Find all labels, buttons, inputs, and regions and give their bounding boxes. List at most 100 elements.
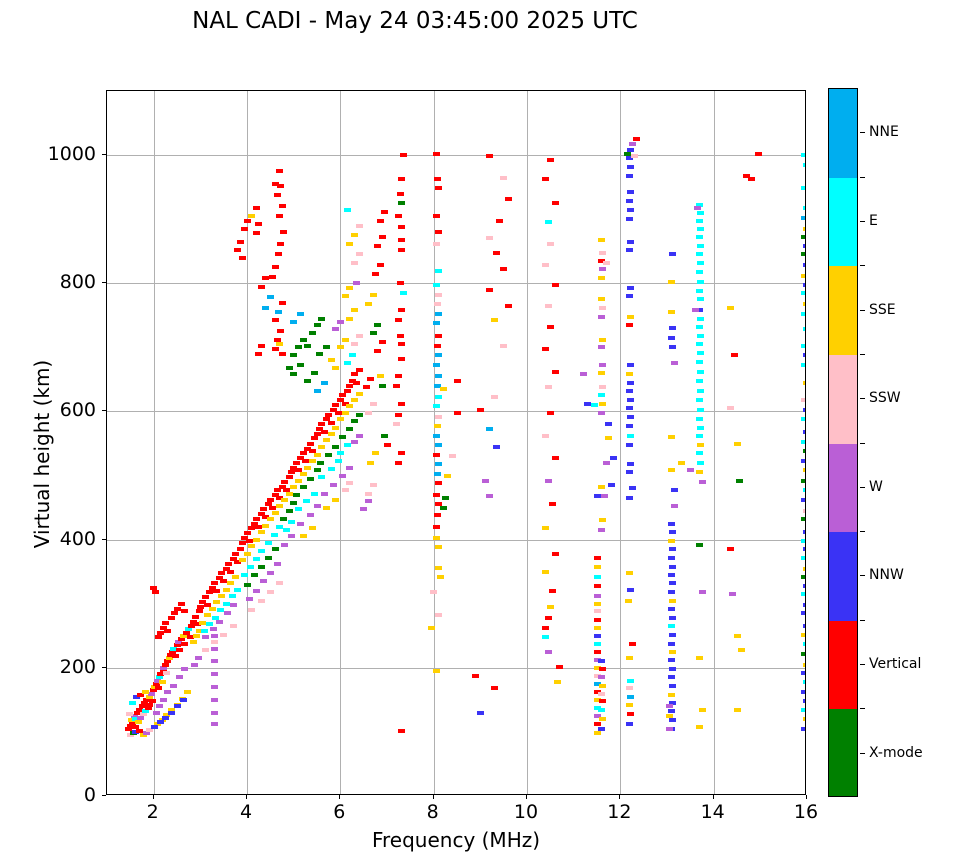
echo-mark <box>493 444 501 449</box>
echo-mark <box>236 239 244 244</box>
colorbar[interactable] <box>828 88 858 797</box>
echo-mark <box>206 622 214 627</box>
echo-mark <box>599 518 607 523</box>
echo-mark <box>433 472 441 477</box>
echo-mark <box>697 280 705 284</box>
echo-mark <box>668 521 676 526</box>
colorbar-segment-sse[interactable] <box>829 266 857 355</box>
echo-mark <box>594 705 602 710</box>
echo-mark <box>343 361 351 366</box>
echo-mark <box>355 333 363 338</box>
echo-mark <box>668 675 676 680</box>
echo-mark <box>668 590 676 595</box>
echo-mark <box>668 555 676 560</box>
colorbar-segment-nnw[interactable] <box>829 532 857 621</box>
echo-mark <box>802 662 805 667</box>
echo-mark <box>802 487 805 492</box>
echo-mark <box>276 342 284 347</box>
gridline-vertical <box>433 91 435 794</box>
echo-mark <box>299 485 307 490</box>
echo-mark <box>336 319 344 324</box>
echo-mark <box>257 598 265 603</box>
echo-mark <box>627 380 635 385</box>
echo-mark <box>336 417 344 422</box>
echo-mark <box>355 367 363 372</box>
echo-mark <box>669 581 677 586</box>
echo-mark <box>210 697 218 702</box>
echo-mark <box>542 635 550 640</box>
echo-mark <box>544 385 552 390</box>
echo-mark <box>346 286 354 291</box>
echo-mark <box>486 154 494 159</box>
echo-mark <box>252 205 260 210</box>
echo-mark <box>669 598 677 603</box>
echo-mark <box>434 545 442 550</box>
echo-mark <box>609 455 617 460</box>
echo-mark <box>339 473 347 478</box>
echo-mark <box>439 387 447 391</box>
echo-mark <box>141 690 149 695</box>
echo-mark <box>355 223 363 228</box>
colorbar-segment-ssw[interactable] <box>829 354 857 444</box>
echo-mark <box>350 397 358 402</box>
plot-area[interactable] <box>106 90 806 795</box>
echo-mark <box>395 460 403 465</box>
colorbar-segment-w[interactable] <box>829 443 857 533</box>
echo-mark <box>290 485 298 490</box>
echo-mark <box>164 659 172 664</box>
echo-mark <box>437 574 445 579</box>
echo-mark <box>733 707 741 712</box>
echo-mark <box>350 233 358 238</box>
echo-mark <box>138 704 146 709</box>
echo-mark <box>231 551 239 556</box>
echo-mark <box>476 710 484 715</box>
echo-mark <box>696 397 704 402</box>
echo-mark <box>215 576 223 581</box>
echo-mark <box>367 460 375 465</box>
echo-mark <box>329 408 337 413</box>
echo-mark <box>433 423 441 428</box>
echo-mark <box>696 203 704 208</box>
echo-mark <box>174 640 182 645</box>
echo-mark <box>313 468 321 473</box>
colorbar-segment-x-mode[interactable] <box>829 709 857 796</box>
echo-mark <box>669 667 677 672</box>
echo-mark <box>243 218 251 223</box>
echo-mark <box>801 273 805 278</box>
echo-mark <box>665 713 673 718</box>
echo-mark <box>350 372 358 377</box>
colorbar-boundary-tick <box>860 265 865 267</box>
echo-mark <box>802 699 805 704</box>
echo-mark <box>156 720 164 725</box>
echo-mark <box>341 487 349 492</box>
echo-mark <box>325 412 333 417</box>
echo-mark <box>182 630 190 635</box>
echo-mark <box>801 555 805 560</box>
echo-mark <box>308 526 316 531</box>
echo-mark <box>697 260 705 265</box>
echo-mark <box>594 722 602 727</box>
echo-mark <box>245 596 253 601</box>
echo-mark <box>264 555 272 560</box>
echo-mark <box>290 372 298 377</box>
echo-mark <box>266 295 274 300</box>
echo-mark <box>441 496 449 500</box>
colorbar-label-sse: SSE <box>869 301 896 318</box>
colorbar-segment-e[interactable] <box>829 177 857 267</box>
echo-mark <box>397 401 405 406</box>
echo-mark <box>696 235 704 240</box>
echo-mark <box>332 327 340 332</box>
echo-mark <box>599 683 607 688</box>
echo-mark <box>339 393 347 398</box>
echo-mark <box>802 244 805 249</box>
echo-mark <box>801 290 805 295</box>
echo-mark <box>432 536 440 541</box>
echo-mark <box>276 581 284 586</box>
echo-mark <box>542 526 550 531</box>
colorbar-segment-vertical[interactable] <box>829 620 857 710</box>
echo-mark <box>266 590 274 595</box>
echo-mark <box>144 705 152 710</box>
echo-mark <box>132 694 140 699</box>
echo-mark <box>669 547 677 552</box>
colorbar-segment-nne[interactable] <box>829 89 857 178</box>
